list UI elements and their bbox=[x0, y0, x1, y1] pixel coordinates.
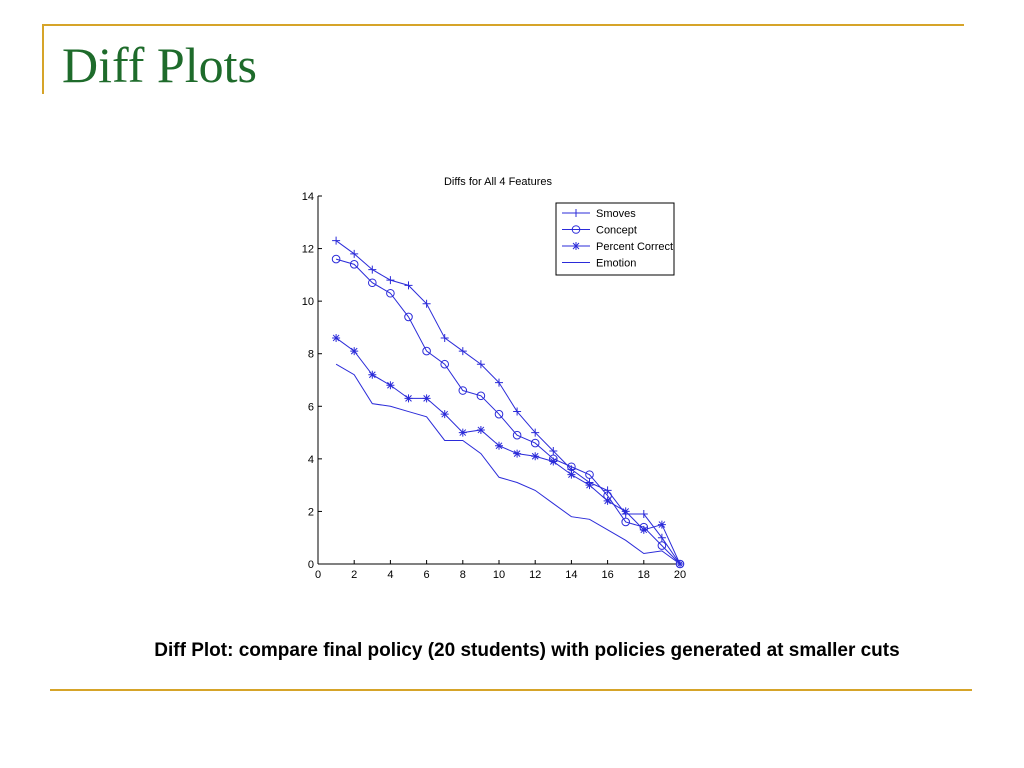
data-point-percent-correct bbox=[549, 457, 558, 466]
data-point-concept bbox=[440, 359, 449, 369]
x-tick-label: 14 bbox=[565, 569, 577, 581]
data-point-concept bbox=[349, 260, 359, 269]
data-point-percent-correct bbox=[458, 428, 467, 437]
legend-label-smoves: Smoves bbox=[596, 208, 636, 220]
legend-label-percent-correct: Percent Correct bbox=[596, 241, 673, 253]
legend-marker-concept bbox=[571, 225, 581, 234]
series-percent-correct bbox=[332, 333, 684, 568]
series-smoves bbox=[332, 236, 684, 568]
data-point-smoves bbox=[404, 281, 413, 290]
series-line-concept bbox=[335, 258, 681, 565]
x-tick-label: 16 bbox=[601, 569, 613, 581]
data-point-concept bbox=[530, 438, 540, 448]
data-point-percent-correct bbox=[368, 370, 377, 379]
data-point-percent-correct bbox=[621, 507, 630, 516]
data-point-percent-correct bbox=[567, 470, 576, 479]
data-point-smoves bbox=[513, 407, 522, 416]
data-point-percent-correct bbox=[422, 394, 431, 403]
data-point-smoves bbox=[350, 249, 359, 258]
legend-marker-smoves bbox=[572, 209, 580, 217]
data-point-percent-correct bbox=[404, 394, 413, 403]
y-tick-label: 14 bbox=[302, 191, 314, 203]
data-point-percent-correct bbox=[531, 452, 540, 461]
data-point-percent-correct bbox=[603, 496, 612, 505]
series-emotion bbox=[335, 363, 681, 565]
data-point-percent-correct bbox=[440, 410, 449, 419]
left-accent-line bbox=[42, 24, 44, 94]
y-tick-label: 8 bbox=[308, 349, 314, 361]
legend-label-emotion: Emotion bbox=[596, 258, 636, 270]
data-point-percent-correct bbox=[350, 347, 359, 356]
chart-title: Diffs for All 4 Features bbox=[444, 176, 553, 188]
data-point-smoves bbox=[639, 510, 648, 519]
x-tick-label: 0 bbox=[315, 569, 321, 581]
x-tick-label: 8 bbox=[460, 569, 466, 581]
slide-caption: Diff Plot: compare final policy (20 stud… bbox=[154, 640, 900, 661]
line-chart: Diffs for All 4 Features 0 2 4 6 8 10 12 14 16 18… bbox=[302, 176, 686, 581]
x-tick-label: 10 bbox=[493, 569, 505, 581]
top-accent-line bbox=[42, 24, 964, 26]
bottom-accent-line bbox=[50, 689, 972, 691]
data-point-concept bbox=[476, 391, 486, 401]
data-point-percent-correct bbox=[657, 520, 666, 529]
data-point-concept bbox=[386, 288, 395, 298]
data-point-smoves bbox=[531, 428, 540, 437]
x-tick-label: 18 bbox=[638, 569, 650, 581]
data-point-percent-correct bbox=[386, 381, 395, 390]
data-point-smoves bbox=[440, 333, 449, 342]
y-tick-label: 10 bbox=[302, 296, 314, 308]
x-tick-label: 4 bbox=[387, 569, 393, 581]
data-point-percent-correct bbox=[513, 449, 522, 458]
data-point-smoves bbox=[657, 533, 666, 542]
data-point-concept bbox=[621, 517, 631, 527]
series-line-smoves bbox=[335, 240, 681, 565]
series-line-percent-correct bbox=[335, 337, 681, 565]
x-tick-label: 20 bbox=[674, 569, 686, 581]
y-tick-label: 12 bbox=[302, 244, 314, 256]
data-point-smoves bbox=[495, 378, 503, 387]
data-point-percent-correct bbox=[639, 525, 648, 534]
series-concept bbox=[331, 254, 685, 569]
data-point-concept bbox=[404, 312, 413, 322]
data-point-smoves bbox=[368, 265, 377, 274]
data-point-concept bbox=[458, 386, 468, 395]
slide-title: Diff Plots bbox=[62, 37, 257, 93]
data-point-percent-correct bbox=[476, 425, 485, 434]
y-tick-label: 0 bbox=[308, 559, 314, 571]
data-point-smoves bbox=[603, 486, 612, 495]
y-tick-label: 2 bbox=[308, 506, 314, 518]
data-point-concept bbox=[494, 409, 504, 419]
data-point-concept bbox=[331, 254, 341, 264]
data-point-smoves bbox=[549, 446, 558, 455]
data-point-smoves bbox=[476, 360, 485, 369]
data-point-smoves bbox=[458, 347, 467, 356]
chart-container: Diffs for All 4 Features 0 2 4 6 8 10 12 14 16 18… bbox=[290, 168, 710, 588]
legend-marker-percent-correct bbox=[572, 242, 580, 250]
legend-label-concept: Concept bbox=[596, 225, 637, 237]
y-tick-label: 4 bbox=[308, 454, 314, 466]
data-point-percent-correct bbox=[332, 333, 341, 342]
data-point-concept bbox=[585, 470, 594, 479]
data-point-smoves bbox=[386, 276, 395, 285]
data-point-concept bbox=[657, 541, 667, 550]
x-tick-label: 2 bbox=[351, 569, 357, 581]
data-point-concept bbox=[512, 430, 522, 440]
data-point-smoves bbox=[422, 299, 431, 308]
data-point-concept bbox=[422, 346, 431, 356]
x-tick-label: 6 bbox=[424, 569, 430, 581]
data-point-concept bbox=[567, 462, 576, 472]
y-tick-label: 6 bbox=[308, 401, 314, 413]
series-line-emotion bbox=[335, 363, 681, 565]
chart-series bbox=[331, 236, 685, 569]
data-point-percent-correct bbox=[585, 481, 594, 490]
data-point-percent-correct bbox=[495, 441, 503, 450]
data-point-concept bbox=[368, 278, 377, 288]
chart-legend: Smoves Concept Percent Correct Emotion bbox=[555, 202, 675, 276]
data-point-smoves bbox=[332, 236, 341, 245]
x-tick-label: 12 bbox=[529, 569, 541, 581]
